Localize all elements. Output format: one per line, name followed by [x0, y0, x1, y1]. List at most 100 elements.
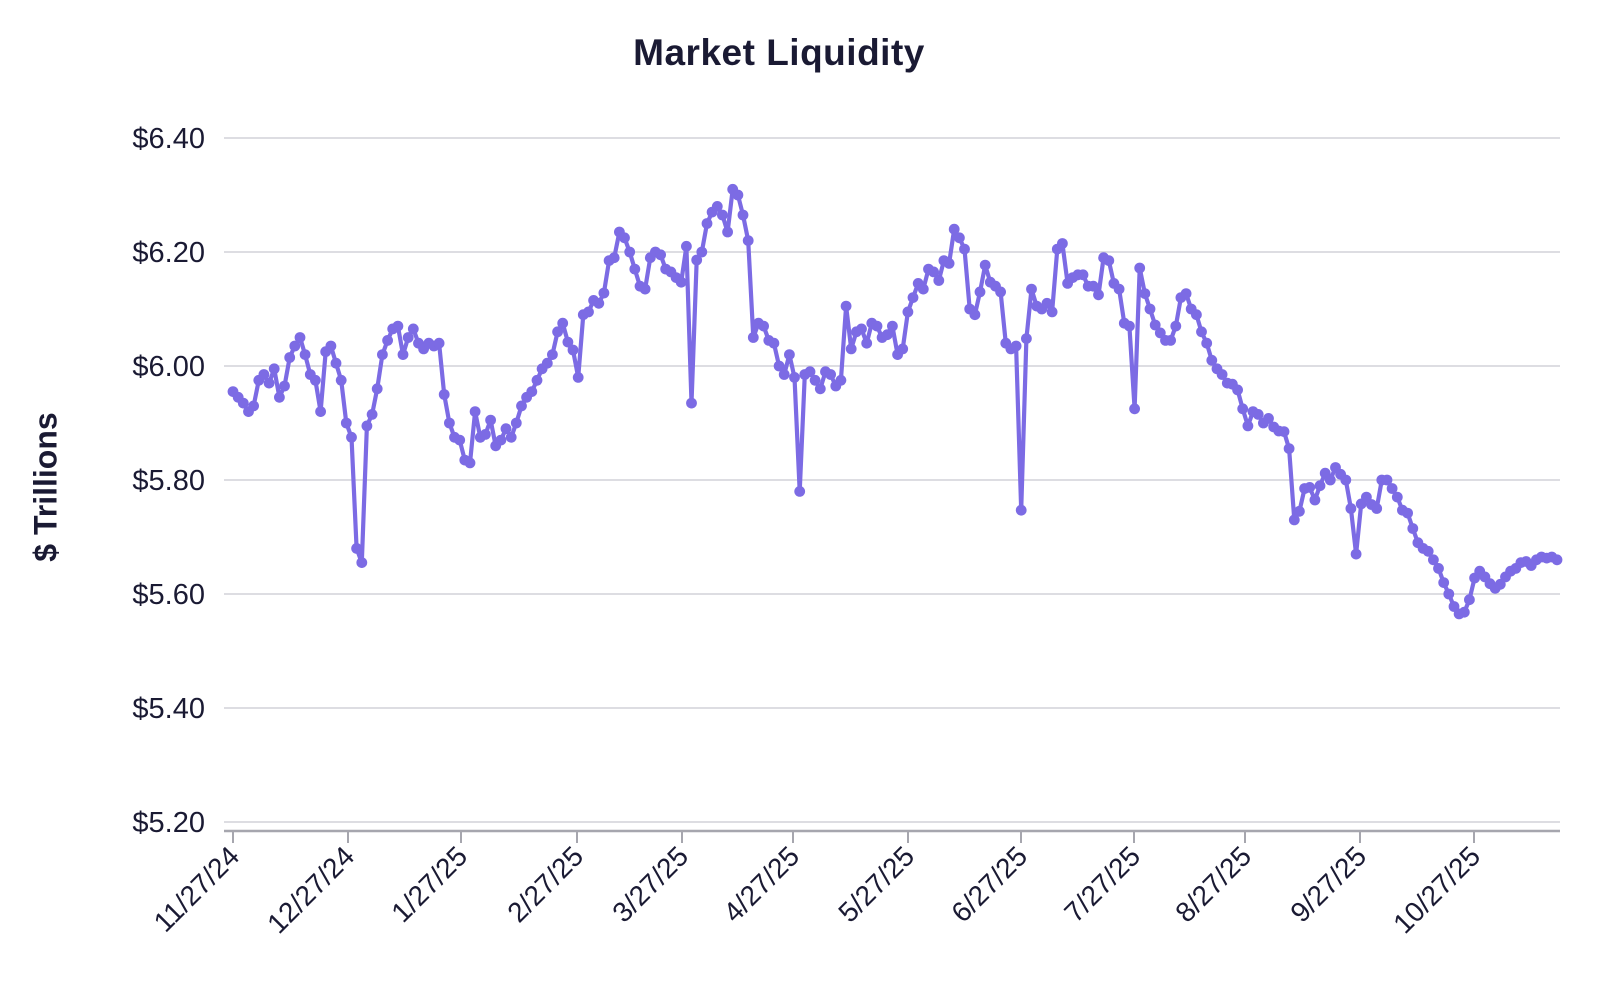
- data-point: [510, 417, 522, 429]
- data-point: [1201, 337, 1213, 349]
- data-point: [1458, 606, 1470, 618]
- data-point: [500, 423, 512, 435]
- data-point: [1087, 280, 1099, 292]
- data-point: [907, 292, 919, 303]
- data-point: [629, 263, 641, 275]
- data-point: [377, 349, 388, 360]
- y-tick-label: $6.20: [132, 237, 205, 269]
- data-point: [1170, 320, 1182, 332]
- data-point: [1144, 303, 1156, 315]
- x-tick-label: 6/27/25: [945, 840, 1033, 928]
- data-point: [933, 275, 945, 286]
- data-point: [1294, 505, 1305, 517]
- data-point: [737, 209, 749, 221]
- data-point: [758, 320, 769, 332]
- data-point: [887, 320, 898, 332]
- data-point: [959, 243, 970, 255]
- data-point: [552, 326, 563, 338]
- data-point: [366, 409, 378, 420]
- data-point: [1010, 340, 1022, 352]
- data-point: [480, 429, 491, 440]
- data-point: [505, 431, 517, 443]
- data-point: [840, 300, 852, 312]
- data-point: [1551, 554, 1563, 566]
- data-point: [856, 323, 867, 335]
- data-point: [382, 335, 393, 346]
- data-point: [804, 366, 816, 378]
- data-point: [325, 340, 337, 352]
- data-point: [454, 434, 466, 446]
- data-point: [747, 332, 759, 343]
- data-point: [1252, 409, 1264, 420]
- data-point: [814, 383, 826, 395]
- data-point: [284, 352, 296, 363]
- y-tick-label: $5.40: [132, 693, 205, 725]
- data-point: [1113, 283, 1125, 295]
- y-tick-label: $6.00: [132, 351, 205, 383]
- data-point: [402, 332, 414, 343]
- data-point: [1021, 333, 1032, 344]
- data-point: [274, 391, 285, 403]
- data-point: [1402, 507, 1413, 519]
- data-point: [1386, 483, 1398, 494]
- data-point: [619, 232, 630, 244]
- data-point: [1134, 262, 1146, 274]
- data-point: [248, 400, 259, 412]
- data-point: [897, 343, 909, 355]
- data-point: [995, 286, 1006, 298]
- data-point: [1124, 320, 1135, 332]
- data-point: [845, 343, 857, 355]
- data-point: [593, 297, 605, 309]
- data-point: [346, 431, 357, 443]
- data-point: [1438, 577, 1450, 588]
- data-point: [1278, 426, 1290, 437]
- data-point: [742, 235, 754, 247]
- data-point: [1232, 384, 1243, 396]
- data-point: [1407, 523, 1419, 534]
- data-point: [871, 320, 883, 332]
- data-point: [979, 259, 991, 271]
- data-point: [340, 417, 352, 429]
- x-tick-label: 12/27/24: [261, 840, 360, 939]
- data-point: [464, 457, 476, 469]
- chart-title: Market Liquidity: [633, 32, 925, 73]
- data-point: [598, 287, 610, 299]
- data-point: [1206, 354, 1218, 366]
- x-tick-label: 2/27/25: [501, 840, 589, 928]
- data-point: [881, 329, 893, 341]
- data-point: [1422, 545, 1434, 557]
- data-point: [495, 434, 507, 446]
- y-axis-title: $ Trillions: [27, 412, 64, 562]
- data-point: [639, 283, 651, 295]
- liquidity-series-points: [227, 183, 1563, 620]
- data-point: [773, 360, 785, 372]
- data-point: [917, 283, 929, 295]
- x-tick-label: 11/27/24: [148, 840, 246, 938]
- data-point: [351, 543, 362, 554]
- data-point: [294, 332, 306, 343]
- data-point: [1288, 514, 1300, 526]
- data-point: [691, 254, 703, 266]
- data-point: [583, 306, 594, 318]
- data-point: [928, 266, 939, 278]
- x-tick-label: 1/27/25: [385, 840, 473, 928]
- x-tick-label: 4/27/25: [717, 840, 805, 928]
- data-point: [268, 363, 280, 375]
- y-tick-label: $6.40: [132, 123, 205, 155]
- data-point: [768, 337, 780, 349]
- data-point: [258, 369, 270, 380]
- data-point: [433, 337, 445, 349]
- data-point: [681, 240, 692, 252]
- data-point: [794, 486, 806, 497]
- x-tick-label: 7/27/25: [1058, 840, 1146, 928]
- data-point: [1180, 288, 1192, 299]
- data-point: [1350, 548, 1362, 560]
- data-point: [1345, 503, 1357, 514]
- data-point: [784, 349, 795, 360]
- data-point: [330, 357, 342, 369]
- data-point: [289, 340, 301, 352]
- data-point: [675, 276, 687, 288]
- data-point: [954, 232, 965, 244]
- y-tick-label: $5.60: [132, 579, 205, 611]
- data-point: [1428, 554, 1439, 566]
